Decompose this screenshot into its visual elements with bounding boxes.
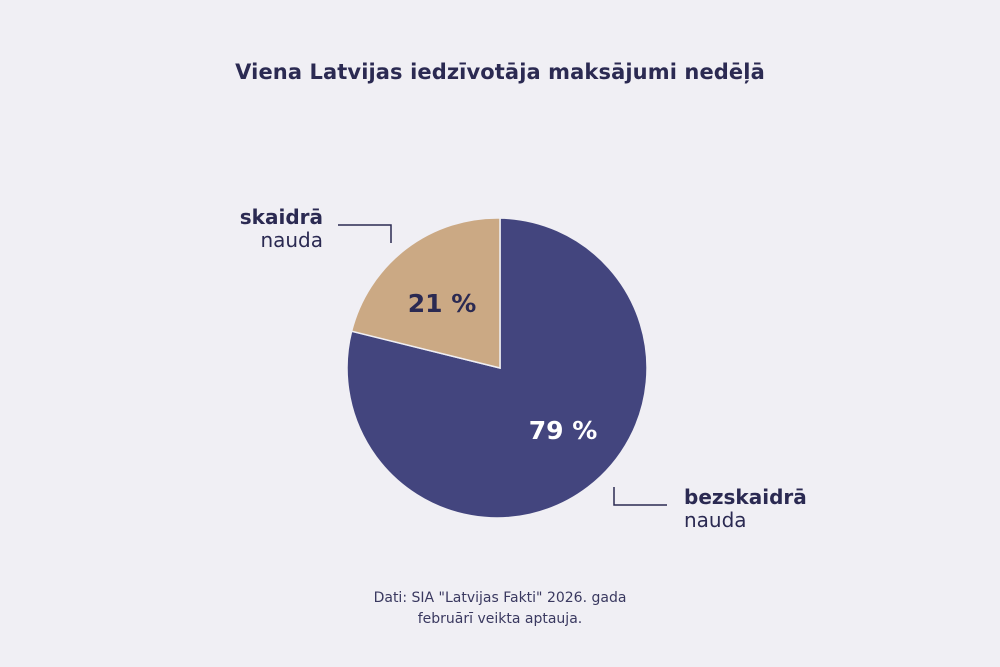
callout-line-cash	[338, 224, 392, 243]
label-cash-normal: nauda	[260, 228, 323, 252]
label-cash-bold: skaidrā	[239, 205, 323, 229]
callout-line-noncash	[613, 487, 667, 506]
label-cash: skaidrā nauda	[240, 206, 323, 252]
label-noncash-normal: nauda	[684, 508, 747, 532]
source-line-1: Dati: SIA "Latvijas Fakti" 2026. gada	[373, 590, 627, 606]
source-line-2: februārī veikta aptauja.	[417, 611, 583, 627]
value-label-cash: 21 %	[408, 289, 477, 318]
source-note: Dati: SIA "Latvijas Fakti" 2026. gada fe…	[0, 588, 1000, 630]
label-noncash-bold: bezskaidrā	[684, 485, 807, 509]
value-label-noncash: 79 %	[529, 416, 598, 445]
label-noncash: bezskaidrā nauda	[684, 486, 807, 532]
pie-slice-cash	[350, 217, 501, 369]
chart-title: Viena Latvijas iedzīvotāja maksājumi ned…	[235, 60, 765, 84]
